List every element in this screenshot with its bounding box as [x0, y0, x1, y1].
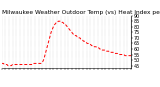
Text: Milwaukee Weather Outdoor Temp (vs) Heat Index per Minute (Last 24 Hours): Milwaukee Weather Outdoor Temp (vs) Heat… [2, 10, 160, 15]
